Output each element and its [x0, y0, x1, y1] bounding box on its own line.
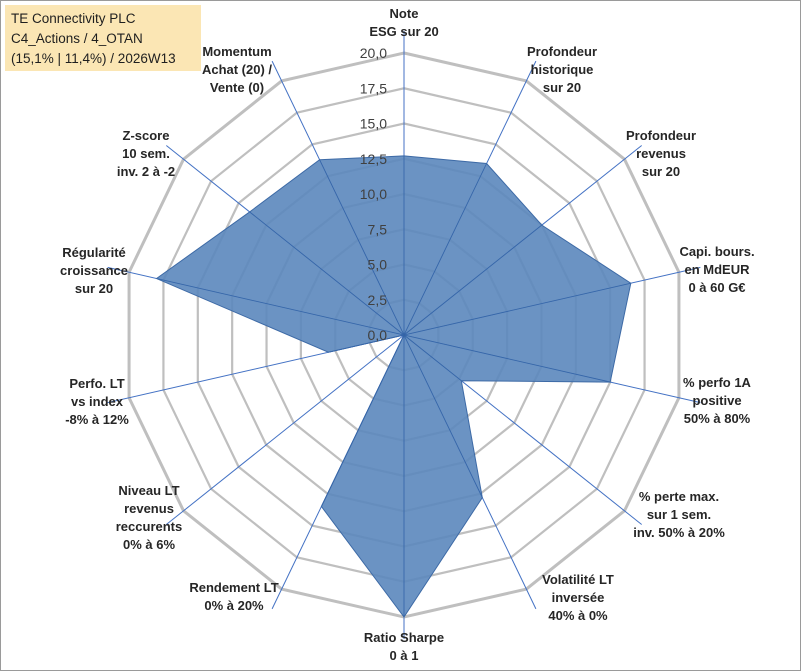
tick-label: 17,5 — [360, 80, 387, 96]
series-spoke — [403, 334, 611, 383]
spoke-line — [166, 334, 405, 525]
series-spoke — [328, 334, 405, 353]
series-spoke — [403, 224, 543, 336]
axis-label: Profondeur historique sur 20 — [527, 44, 597, 95]
axis-label: % perte max. sur 1 sem. inv. 50% à 20% — [633, 489, 725, 540]
tick-labels: 0,0 2,5 5,0 7,5 10,0 12,5 15,0 17,5 20,0 — [360, 45, 387, 343]
axis-label: Perfo. LT vs index -8% à 12% — [65, 376, 129, 427]
series-spoke — [321, 334, 405, 507]
tick-label: 20,0 — [360, 45, 387, 61]
series-spoke — [403, 334, 462, 382]
series-spoke — [249, 211, 405, 336]
title-line-3: (15,1% | 11,4%) / 2026W13 — [11, 51, 176, 66]
tick-label: 0,0 — [368, 327, 388, 343]
tick-label: 2,5 — [368, 292, 388, 308]
tick-label: 10,0 — [360, 186, 387, 202]
series-spoke — [403, 163, 487, 336]
title-line-1: TE Connectivity PLC — [11, 11, 136, 26]
tick-label: 12,5 — [360, 151, 387, 167]
tick-label: 5,0 — [368, 257, 388, 273]
axis-label: Momentum Achat (20) / Vente (0) — [202, 44, 272, 95]
tick-label: 7,5 — [368, 221, 388, 237]
series-spoke — [156, 278, 405, 336]
series-spoke — [319, 159, 405, 336]
axis-label: Niveau LT revenus reccurents 0% à 6% — [116, 483, 182, 552]
axis-label: Profondeur revenus sur 20 — [626, 128, 696, 179]
tick-label: 15,0 — [360, 116, 387, 132]
axis-label: Volatilité LT inversée 40% à 0% — [542, 572, 614, 623]
axis-label: Z-score 10 sem. inv. 2 à -2 — [117, 128, 175, 179]
axis-labels: Note ESG sur 20 Profondeur historique sur 20… — [60, 6, 755, 663]
chart-title-box: TE Connectivity PLC C4_Actions / 4_OTAN … — [5, 5, 201, 71]
title-line-2: C4_Actions / 4_OTAN — [11, 31, 143, 46]
series-spoke — [403, 282, 631, 336]
axis-label: % perfo 1A positive 50% à 80% — [683, 375, 752, 426]
axis-label: Ratio Sharpe 0 à 1 — [364, 630, 444, 663]
axis-label: Capi. bours. en MdEUR 0 à 60 G€ — [679, 244, 754, 295]
axis-label: Note ESG sur 20 — [369, 6, 438, 39]
axis-label: Rendement LT 0% à 20% — [189, 580, 278, 613]
axis-label: Régularité croissance sur 20 — [60, 245, 128, 296]
series-spoke — [403, 334, 483, 498]
series-layer — [155, 155, 632, 618]
